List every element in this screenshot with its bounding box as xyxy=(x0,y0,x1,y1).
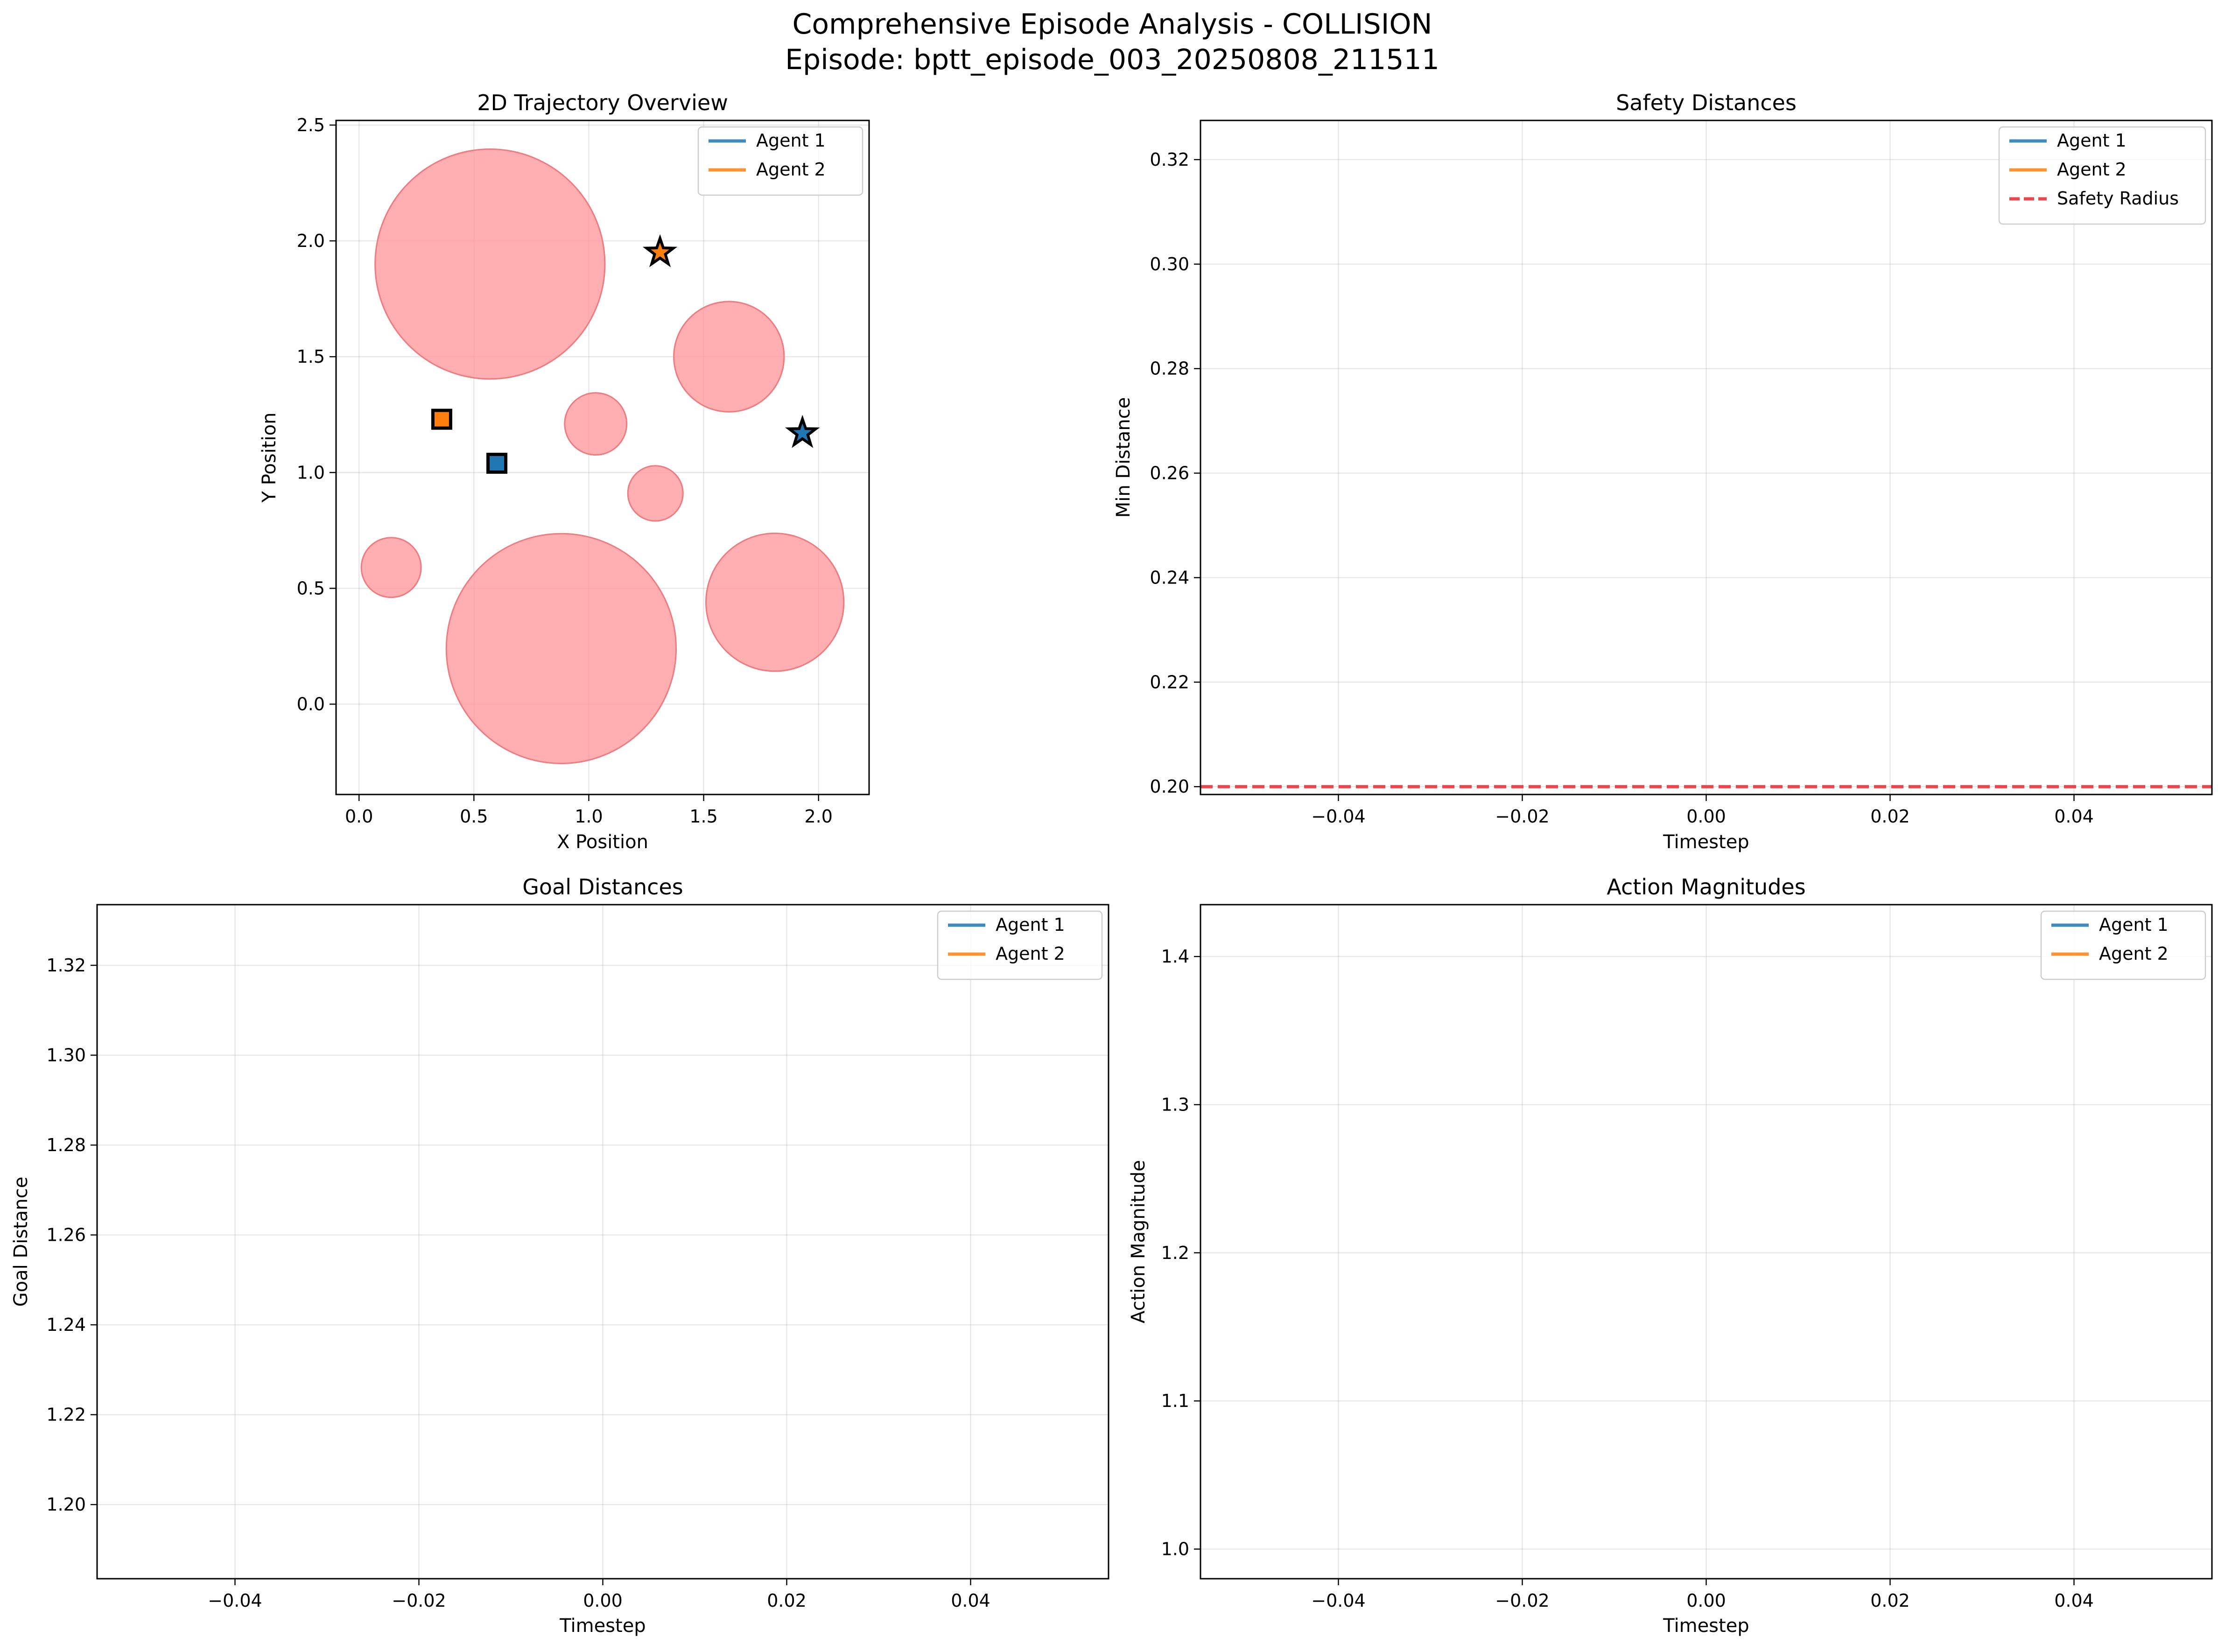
x-tick-label: 1.5 xyxy=(689,806,717,827)
legend-label: Agent 1 xyxy=(756,130,826,151)
legend-frame xyxy=(697,126,863,196)
y-tick-label: 1.22 xyxy=(46,1405,86,1425)
subplot-trajectory: 0.0 0.5 1.0 1.5 2.0 0.0 0.5 1.0 1.5 2.0 2.5 2D Traj… xyxy=(259,90,870,853)
plot-area xyxy=(1200,905,2212,1579)
x-tick-label: 0.00 xyxy=(583,1590,623,1611)
y-tick-label: 1.28 xyxy=(46,1135,86,1155)
y-tick-label: 1.32 xyxy=(46,955,86,976)
legend-frame xyxy=(2040,910,2206,980)
y-tick-label: 0.30 xyxy=(1150,254,1189,274)
axes-frame xyxy=(335,120,870,795)
axes-title: Action Magnitudes xyxy=(1607,874,1805,900)
plot-area xyxy=(97,905,1109,1579)
obstacle-circle xyxy=(627,465,684,522)
x-tick-label: −0.02 xyxy=(1495,1590,1549,1611)
x-tick-label: 0.0 xyxy=(345,806,373,827)
y-tick-label: 0.0 xyxy=(297,694,325,714)
y-tick-label: 1.30 xyxy=(46,1045,86,1065)
x-axis-label: X Position xyxy=(557,831,648,853)
x-tick-label: −0.04 xyxy=(208,1590,262,1611)
y-tick-label: 2.5 xyxy=(297,115,325,135)
y-tick-label: 0.24 xyxy=(1150,567,1189,588)
y-tick-label: 1.1 xyxy=(1161,1391,1189,1411)
y-tick-label: 0.22 xyxy=(1150,672,1189,692)
legend: Agent 1 Agent 2 xyxy=(937,910,1103,980)
x-tick-label: 0.04 xyxy=(2054,806,2094,827)
y-tick-label: 0.32 xyxy=(1150,149,1189,170)
legend-frame xyxy=(937,910,1103,980)
y-tick-label: 0.5 xyxy=(297,578,325,598)
start-marker-agent-2 xyxy=(431,408,452,430)
axes-title: 2D Trajectory Overview xyxy=(477,90,728,115)
x-tick-label: 2.0 xyxy=(804,806,832,827)
y-tick-label: 0.28 xyxy=(1150,359,1189,379)
y-tick-label: 1.24 xyxy=(46,1315,86,1335)
legend-label: Agent 1 xyxy=(996,914,1065,935)
x-tick-label: 0.02 xyxy=(1870,1590,1910,1611)
y-tick-label: 1.3 xyxy=(1161,1094,1189,1115)
x-tick-label: 0.00 xyxy=(1686,1590,1726,1611)
obstacle-circle xyxy=(673,301,785,413)
subplot-grid: 0.0 0.5 1.0 1.5 2.0 0.0 0.5 1.0 1.5 2.0 2.5 2D Traj… xyxy=(10,90,2213,1637)
x-axis-label: Timestep xyxy=(559,1615,646,1637)
legend-frame xyxy=(1998,126,2206,225)
subplot-action: −0.04 −0.02 0.00 0.02 0.04 1.0 1.1 1.2 1.3 1.4 Act… xyxy=(1128,874,2213,1637)
x-tick-label: 0.5 xyxy=(460,806,488,827)
legend: Agent 1 Agent 2 Safety Radius xyxy=(1998,126,2206,225)
plot-content xyxy=(360,148,845,765)
goal-marker-agent-1 xyxy=(785,415,820,448)
legend-label: Safety Radius xyxy=(2057,188,2179,209)
subplot-goal: −0.04 −0.02 0.00 0.02 0.04 1.20 1.22 1.24 1.26 1.… xyxy=(10,874,1109,1637)
x-tick-label: −0.02 xyxy=(392,1590,446,1611)
plot-area xyxy=(1200,120,2212,794)
obstacle-circle xyxy=(564,392,628,456)
axes-title: Safety Distances xyxy=(1616,90,1797,115)
x-tick-label: −0.04 xyxy=(1311,1590,1365,1611)
x-tick-label: 0.00 xyxy=(1686,806,1726,827)
y-tick-label: 1.4 xyxy=(1161,946,1189,967)
legend-label: Agent 2 xyxy=(756,159,826,180)
legend-label: Agent 1 xyxy=(2057,130,2127,151)
x-tick-label: 0.02 xyxy=(767,1590,807,1611)
figure-suptitle-line2: Episode: bptt_episode_003_20250808_21151… xyxy=(785,43,1439,76)
subplot-safety: −0.04 −0.02 0.00 0.02 0.04 0.20 0.22 0.24 0.26 0.… xyxy=(1113,90,2213,853)
y-tick-label: 0.20 xyxy=(1150,776,1189,797)
x-tick-label: −0.04 xyxy=(1311,806,1365,827)
legend-label: Agent 2 xyxy=(2057,159,2127,180)
x-tick-label: 0.04 xyxy=(951,1590,990,1611)
goal-marker-agent-2 xyxy=(642,234,678,267)
x-tick-label: 0.02 xyxy=(1870,806,1910,827)
y-axis-label: Action Magnitude xyxy=(1128,1160,1149,1323)
legend: Agent 1 Agent 2 xyxy=(697,126,863,196)
legend: Agent 1 Agent 2 xyxy=(2040,910,2206,980)
x-axis-label: Timestep xyxy=(1663,831,1749,853)
start-marker-agent-1 xyxy=(486,452,508,474)
x-tick-label: −0.02 xyxy=(1495,806,1549,827)
y-tick-label: 1.5 xyxy=(297,346,325,367)
axes-title: Goal Distances xyxy=(522,874,683,900)
obstacle-circle xyxy=(705,532,845,672)
obstacle-circle xyxy=(360,537,422,598)
legend-label: Agent 2 xyxy=(996,943,1065,964)
y-tick-label: 1.2 xyxy=(1161,1243,1189,1263)
figure-suptitle-line1: Comprehensive Episode Analysis - COLLISI… xyxy=(792,8,1432,41)
y-tick-label: 1.20 xyxy=(46,1494,86,1515)
y-tick-label: 0.26 xyxy=(1150,463,1189,484)
y-tick-label: 2.0 xyxy=(297,231,325,251)
obstacle-circle xyxy=(445,533,677,765)
x-tick-label: 1.0 xyxy=(575,806,603,827)
y-axis-label: Y Position xyxy=(259,413,280,503)
x-axis-label: Timestep xyxy=(1663,1615,1749,1637)
x-tick-label: 0.04 xyxy=(2054,1590,2094,1611)
y-tick-label: 1.26 xyxy=(46,1225,86,1245)
obstacle-circle xyxy=(374,148,606,380)
legend-label: Agent 1 xyxy=(2099,914,2169,935)
y-axis-label: Goal Distance xyxy=(10,1177,32,1307)
legend-label: Agent 2 xyxy=(2099,943,2169,964)
y-tick-label: 1.0 xyxy=(297,462,325,483)
y-tick-label: 1.0 xyxy=(1161,1539,1189,1560)
y-axis-label: Min Distance xyxy=(1113,397,1134,518)
